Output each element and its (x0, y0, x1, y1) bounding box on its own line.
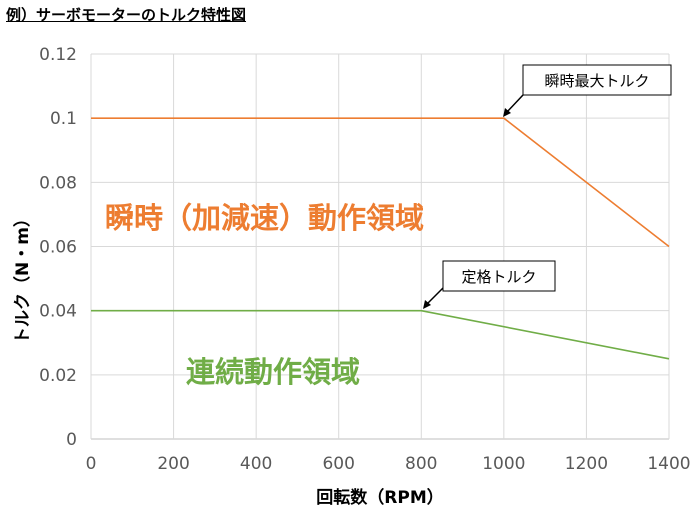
callout-max-torque-box (522, 64, 672, 96)
callout-rated-torque-arrow (426, 287, 444, 305)
y-tick-label: 0.08 (39, 173, 77, 193)
tick-labels: 0 0.02 0.04 0.06 0.08 0.1 0.12 0 200 400 600 800 100… (39, 45, 690, 474)
y-tick-label: 0 (66, 430, 77, 450)
x-tick-label: 1000 (482, 454, 525, 474)
x-tick-label: 800 (405, 454, 437, 474)
callout-max-torque-text: 瞬時最大トルク (544, 72, 649, 90)
region-label-continuous: 連続動作領域 (186, 355, 360, 389)
y-axis-title: トルク（N・m） (12, 210, 33, 344)
y-tick-label: 0.02 (39, 366, 77, 386)
callout-max-torque-arrowhead (503, 108, 511, 117)
x-tick-label: 0 (86, 454, 97, 474)
callout-rated-torque-text: 定格トルク (461, 268, 536, 286)
x-axis-title: 回転数（RPM） (316, 487, 443, 508)
y-tick-label: 0.04 (39, 302, 77, 322)
x-tick-label: 1200 (565, 454, 608, 474)
page-title: 例）サーボモーターのトルク特性図 (6, 6, 247, 24)
region-label-instantaneous: 瞬時（加減速）動作領域 (105, 201, 424, 235)
series-line-rated-torque (91, 309, 670, 360)
x-tick-label: 600 (322, 454, 354, 474)
y-tick-label: 0.12 (39, 45, 77, 65)
callout-rated-torque: 定格トルク (423, 260, 556, 309)
gridlines (90, 53, 670, 440)
x-tick-label: 400 (240, 454, 272, 474)
callout-max-torque-arrow (506, 94, 524, 113)
y-tick-label: 0.1 (50, 109, 77, 129)
series-line-max-torque (91, 117, 670, 248)
x-tick-label: 200 (157, 454, 189, 474)
x-tick-label: 1400 (647, 454, 690, 474)
callout-rated-torque-arrowhead (423, 300, 431, 309)
y-tick-label: 0.06 (39, 238, 77, 258)
series-layer (91, 117, 670, 360)
callout-max-torque: 瞬時最大トルク (503, 64, 672, 117)
callout-rated-torque-box (442, 260, 556, 292)
